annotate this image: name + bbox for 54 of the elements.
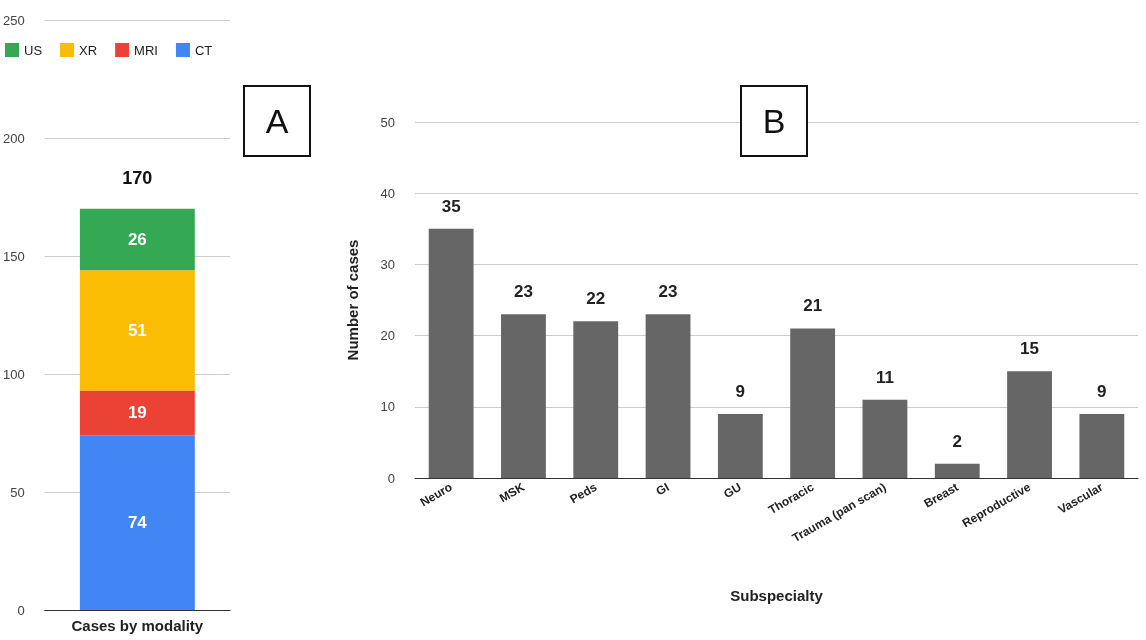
y-tick-label: 20 [380,328,395,344]
y-tick-label: 40 [380,185,395,201]
data-label: 15 [1020,339,1040,359]
y-tick-label: 50 [380,114,395,130]
data-label: 2 [952,431,962,451]
y-tick-label: 50 [10,484,25,500]
total-label: 170 [122,167,153,188]
legend-label: MRI [134,42,158,58]
annotation: B [762,102,786,140]
bar [501,314,546,478]
data-label: 9 [1097,381,1107,401]
y-axis-title: Number of cases [344,239,361,361]
y-tick-label: 0 [387,470,395,486]
bar [717,413,763,478]
data-label: 74 [127,513,148,533]
y-tick-label: 30 [380,256,395,272]
y-tick-label: 0 [17,602,25,618]
x-axis-title: Subspecialty [730,587,824,604]
bar [79,208,195,271]
bar [573,321,619,478]
y-tick-label: 250 [2,12,25,28]
x-tick-label: MSK [496,479,528,506]
x-tick-label: Cases by modality [71,617,204,634]
bar [1007,371,1052,478]
legend-label: CT [194,42,213,58]
y-tick-label: 150 [2,248,25,264]
y-tick-label: 100 [2,366,25,382]
bar [862,399,908,478]
bar [790,328,836,478]
data-label: 23 [513,282,533,302]
data-label: 19 [127,403,147,423]
bar [1079,413,1125,478]
bar [79,390,195,436]
data-label: 35 [441,196,461,216]
legend-label: XR [79,42,98,58]
x-tick-label: GI [653,479,672,499]
data-label: 21 [803,296,823,316]
data-label: 51 [127,320,147,340]
data-label: 26 [127,229,147,249]
bar [645,314,691,478]
data-label: 11 [875,367,894,387]
text: A [265,102,289,140]
bar [79,435,195,610]
x-tick-label: Peds [567,479,600,507]
data-label: 9 [735,381,746,401]
bar [934,463,980,478]
data-label: 22 [586,289,606,309]
y-tick-label: 10 [380,399,395,415]
data-label: 23 [658,282,678,302]
bar [428,228,474,478]
y-tick-label: 200 [2,130,25,146]
bar [79,270,195,391]
x-tick-label: GU [721,479,744,502]
legend-label: US [24,42,43,58]
